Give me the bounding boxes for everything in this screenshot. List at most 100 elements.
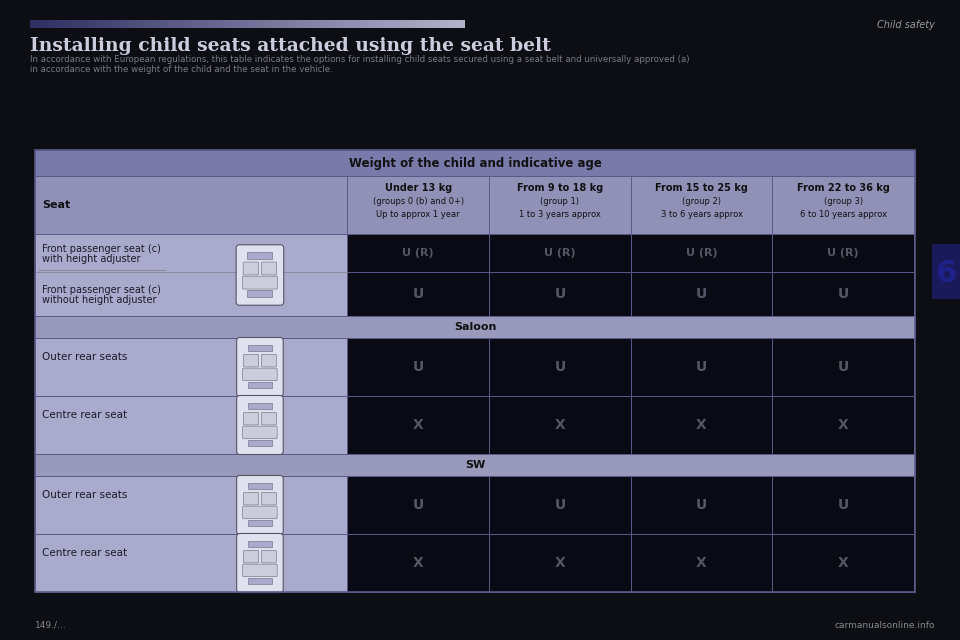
Bar <box>212 20 213 28</box>
Bar <box>77 20 78 28</box>
Bar <box>108 20 109 28</box>
Bar <box>35 150 915 176</box>
Bar <box>54 20 55 28</box>
FancyBboxPatch shape <box>244 355 258 367</box>
Bar <box>110 20 111 28</box>
Bar <box>416 20 417 28</box>
Bar <box>315 20 316 28</box>
Bar <box>164 20 165 28</box>
Bar <box>124 20 125 28</box>
Bar <box>409 20 410 28</box>
Text: X: X <box>555 418 565 432</box>
Bar <box>375 20 376 28</box>
Text: X: X <box>696 556 707 570</box>
Bar <box>393 20 394 28</box>
Bar <box>372 20 373 28</box>
Bar <box>35 476 348 534</box>
Bar <box>233 20 234 28</box>
Bar <box>51 20 52 28</box>
Bar <box>365 20 366 28</box>
Bar <box>35 150 915 592</box>
Bar <box>456 20 457 28</box>
Bar <box>454 20 455 28</box>
Text: U: U <box>413 287 424 301</box>
Bar <box>43 20 44 28</box>
Bar <box>453 20 454 28</box>
Bar <box>248 252 273 259</box>
Bar <box>291 20 292 28</box>
FancyBboxPatch shape <box>243 564 277 577</box>
Bar <box>394 20 395 28</box>
Bar <box>270 20 271 28</box>
Text: X: X <box>555 556 565 570</box>
Bar <box>382 20 383 28</box>
Bar <box>397 20 398 28</box>
Bar <box>631 396 773 454</box>
Bar <box>160 20 161 28</box>
Bar <box>60 20 61 28</box>
Text: U (R): U (R) <box>402 248 434 258</box>
FancyBboxPatch shape <box>237 396 283 454</box>
Bar <box>142 20 143 28</box>
Bar <box>68 20 69 28</box>
Text: Under 13 kg: Under 13 kg <box>385 183 452 193</box>
Bar <box>364 20 365 28</box>
Bar <box>289 20 290 28</box>
Bar <box>415 20 416 28</box>
Bar <box>217 20 218 28</box>
Bar <box>50 20 51 28</box>
FancyBboxPatch shape <box>237 476 283 534</box>
Bar <box>137 20 138 28</box>
Bar <box>381 20 382 28</box>
Bar <box>330 20 331 28</box>
Bar <box>257 20 258 28</box>
Bar <box>440 20 441 28</box>
Bar <box>631 534 773 592</box>
Bar <box>111 20 112 28</box>
Bar <box>412 20 413 28</box>
Bar <box>282 20 283 28</box>
Bar <box>203 20 204 28</box>
Bar <box>172 20 173 28</box>
Bar <box>98 20 99 28</box>
Bar <box>274 20 275 28</box>
Bar <box>280 20 281 28</box>
Bar <box>128 20 129 28</box>
Bar <box>150 20 151 28</box>
Bar <box>380 20 381 28</box>
Bar <box>187 20 188 28</box>
Text: 6: 6 <box>935 259 956 288</box>
Bar <box>442 20 443 28</box>
Bar <box>90 20 91 28</box>
Bar <box>383 20 384 28</box>
Bar <box>143 20 144 28</box>
Bar <box>104 20 105 28</box>
Bar <box>37 20 38 28</box>
Text: U: U <box>696 498 708 512</box>
Bar <box>328 20 329 28</box>
Bar <box>56 20 57 28</box>
Bar <box>35 338 348 396</box>
Bar <box>204 20 205 28</box>
Bar <box>149 20 150 28</box>
Bar <box>268 20 269 28</box>
Text: From 22 to 36 kg: From 22 to 36 kg <box>797 183 890 193</box>
Bar <box>95 20 96 28</box>
Bar <box>356 20 357 28</box>
Bar <box>455 20 456 28</box>
Bar <box>441 20 442 28</box>
Bar <box>311 20 312 28</box>
FancyBboxPatch shape <box>244 492 258 505</box>
Bar <box>387 20 388 28</box>
Bar <box>89 20 90 28</box>
Text: U (R): U (R) <box>685 248 717 258</box>
Bar <box>248 440 272 446</box>
Bar <box>321 20 322 28</box>
Text: Front passenger seat (c): Front passenger seat (c) <box>42 285 161 295</box>
Bar <box>299 20 300 28</box>
Bar <box>296 20 297 28</box>
Bar <box>123 20 124 28</box>
Bar <box>121 20 122 28</box>
Bar <box>773 338 914 396</box>
Bar <box>298 20 299 28</box>
